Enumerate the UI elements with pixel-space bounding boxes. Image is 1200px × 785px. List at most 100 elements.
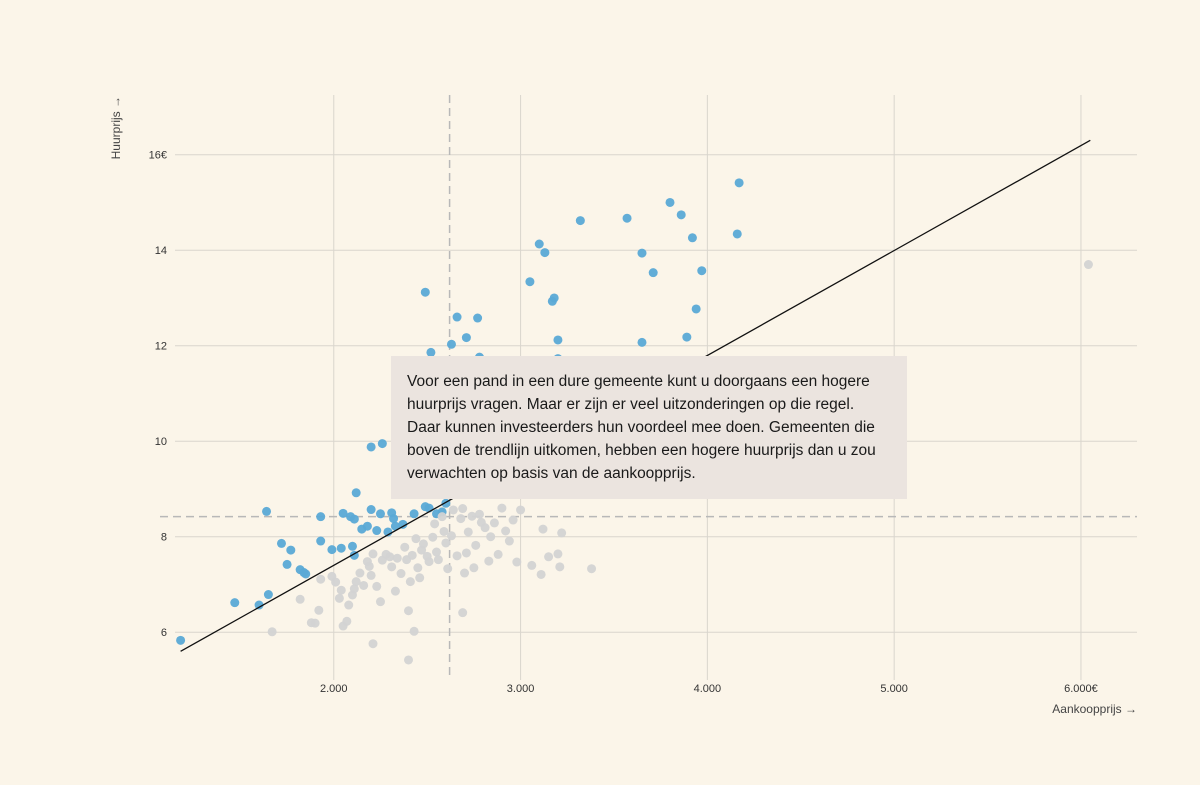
y-tick-label: 16€ xyxy=(149,150,167,162)
point-below-trend xyxy=(351,577,361,587)
gridlines xyxy=(175,95,1137,680)
x-axis-title: Aankoopprijs → xyxy=(1052,702,1137,716)
point-below-trend xyxy=(368,549,378,559)
point-below-trend xyxy=(342,616,352,626)
point-above-trend xyxy=(553,335,563,345)
point-above-trend xyxy=(687,233,697,243)
point-below-trend xyxy=(471,540,481,550)
point-below-trend xyxy=(553,549,563,559)
point-above-trend xyxy=(676,210,686,220)
annotation-box: Voor een pand in een dure gemeente kunt … xyxy=(391,356,907,499)
point-above-trend xyxy=(648,268,658,278)
point-above-trend xyxy=(286,545,296,555)
point-above-trend xyxy=(349,514,359,524)
point-below-trend xyxy=(316,574,326,584)
point-above-trend xyxy=(230,598,240,608)
point-below-trend xyxy=(458,608,468,618)
y-tick-label: 14 xyxy=(155,245,167,257)
y-tick-label: 8 xyxy=(161,532,167,544)
point-above-trend xyxy=(276,538,286,548)
point-below-trend xyxy=(557,528,567,538)
point-above-trend xyxy=(316,512,326,522)
point-below-trend xyxy=(538,524,548,534)
point-above-trend xyxy=(732,229,742,239)
point-below-trend xyxy=(467,511,477,521)
point-above-trend xyxy=(347,541,357,551)
point-below-trend xyxy=(392,553,402,563)
point-below-trend xyxy=(544,552,554,562)
y-tick-label: 6 xyxy=(161,627,167,639)
x-tick-label: 6.000€ xyxy=(1064,683,1098,695)
point-below-trend xyxy=(387,562,397,572)
point-above-trend xyxy=(534,239,544,249)
point-below-trend xyxy=(403,606,413,616)
point-below-trend xyxy=(407,550,417,560)
point-below-trend xyxy=(428,532,438,542)
x-tick-label: 5.000 xyxy=(880,683,908,695)
point-below-trend xyxy=(461,548,471,558)
point-above-trend xyxy=(366,505,376,515)
point-above-trend xyxy=(461,333,471,343)
point-below-trend xyxy=(555,562,565,572)
point-below-trend xyxy=(359,580,369,590)
point-below-trend xyxy=(458,504,468,514)
point-above-trend xyxy=(420,287,430,297)
point-above-trend xyxy=(525,277,535,287)
point-below-trend xyxy=(501,526,511,536)
point-above-trend xyxy=(665,197,675,207)
point-below-trend xyxy=(314,605,324,615)
point-below-trend xyxy=(493,549,503,559)
point-above-trend xyxy=(301,569,311,579)
point-above-trend xyxy=(282,559,292,569)
point-above-trend xyxy=(697,266,707,276)
point-below-trend xyxy=(469,563,479,573)
point-below-trend xyxy=(405,577,415,587)
point-below-trend xyxy=(336,585,346,595)
point-below-trend xyxy=(474,509,484,519)
y-tick-label: 12 xyxy=(155,341,167,353)
point-below-trend xyxy=(527,560,537,570)
point-below-trend xyxy=(497,503,507,513)
point-above-trend xyxy=(372,526,382,536)
point-below-trend xyxy=(349,584,359,594)
point-above-trend xyxy=(549,293,559,303)
point-below-trend xyxy=(516,505,526,515)
point-below-trend xyxy=(446,531,456,541)
annotation-text: Voor een pand in een dure gemeente kunt … xyxy=(407,373,876,482)
point-above-trend xyxy=(426,347,436,357)
point-below-trend xyxy=(310,618,320,628)
point-below-trend xyxy=(366,570,376,580)
point-below-trend xyxy=(433,555,443,565)
data-points xyxy=(176,178,1093,665)
point-above-trend xyxy=(452,312,462,322)
point-below-trend xyxy=(480,523,490,533)
y-tick-label: 10 xyxy=(155,436,167,448)
point-above-trend xyxy=(176,635,186,645)
point-below-trend xyxy=(424,557,434,567)
point-below-trend xyxy=(372,581,382,591)
point-below-trend xyxy=(334,593,344,603)
point-below-trend xyxy=(463,527,473,537)
point-below-trend xyxy=(484,556,494,566)
point-below-trend xyxy=(1083,260,1093,270)
point-below-trend xyxy=(396,569,406,579)
point-below-trend xyxy=(441,538,451,548)
point-above-trend xyxy=(734,178,744,188)
point-above-trend xyxy=(682,332,692,342)
point-below-trend xyxy=(508,515,518,525)
point-below-trend xyxy=(460,568,470,578)
point-above-trend xyxy=(637,248,647,258)
point-below-trend xyxy=(400,542,410,552)
point-above-trend xyxy=(375,509,385,519)
point-below-trend xyxy=(355,568,365,578)
point-below-trend xyxy=(295,594,305,604)
point-below-trend xyxy=(375,597,385,607)
point-below-trend xyxy=(448,505,458,515)
point-below-trend xyxy=(504,536,514,546)
point-below-trend xyxy=(437,512,447,522)
x-tick-label: 2.000 xyxy=(320,683,348,695)
point-above-trend xyxy=(540,248,550,258)
point-above-trend xyxy=(262,506,272,516)
point-below-trend xyxy=(385,552,395,562)
